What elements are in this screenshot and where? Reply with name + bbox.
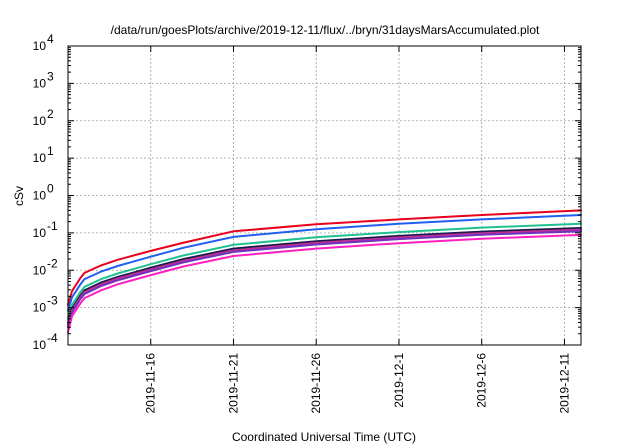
chart-title: /data/run/goesPlots/archive/2019-12-11/f… <box>111 23 540 37</box>
y-axis-title: cSv <box>12 186 26 206</box>
x-tick-label: 2019-12-6 <box>475 353 489 408</box>
x-tick-label: 2019-11-21 <box>226 353 240 414</box>
y-tick-label: 10 <box>33 39 47 53</box>
series-line-4 <box>67 227 582 324</box>
series-line-7 <box>67 233 582 334</box>
series-line-1 <box>67 209 582 306</box>
x-axis-title: Coordinated Universal Time (UTC) <box>232 430 416 444</box>
y-tick-label-exponent: 1 <box>47 144 54 158</box>
grid-layer <box>68 45 581 346</box>
x-tick-label: 2019-11-26 <box>309 353 323 414</box>
series-line-3 <box>67 222 582 320</box>
y-tick-label: 10 <box>33 263 47 277</box>
y-tick-label: 10 <box>33 226 47 240</box>
y-tick-label-exponent: 0 <box>47 182 54 196</box>
y-tick-label: 10 <box>33 189 47 203</box>
y-tick-label: 10 <box>33 114 47 128</box>
x-tick-label: 2019-12-1 <box>392 353 406 408</box>
y-tick-label: 10 <box>33 338 47 352</box>
y-tick-label: 10 <box>33 151 47 165</box>
y-tick-label-exponent: 4 <box>47 32 54 46</box>
y-tick-label-exponent: 2 <box>47 107 54 121</box>
series-line-2 <box>67 214 582 312</box>
y-tick-label-exponent: -1 <box>47 219 58 233</box>
x-tick-label: 2019-11-16 <box>144 353 158 414</box>
series-line-6 <box>67 230 582 329</box>
y-tick-label-exponent: -4 <box>47 331 58 345</box>
series-line-5 <box>67 228 582 326</box>
y-tick-label-exponent: 3 <box>47 69 54 83</box>
y-tick-label: 10 <box>33 76 47 90</box>
y-tick-label-exponent: -3 <box>47 294 58 308</box>
series-layer <box>67 209 582 334</box>
y-tick-label: 10 <box>33 301 47 315</box>
x-tick-label: 2019-12-11 <box>557 353 571 414</box>
y-tick-label-exponent: -2 <box>47 256 58 270</box>
